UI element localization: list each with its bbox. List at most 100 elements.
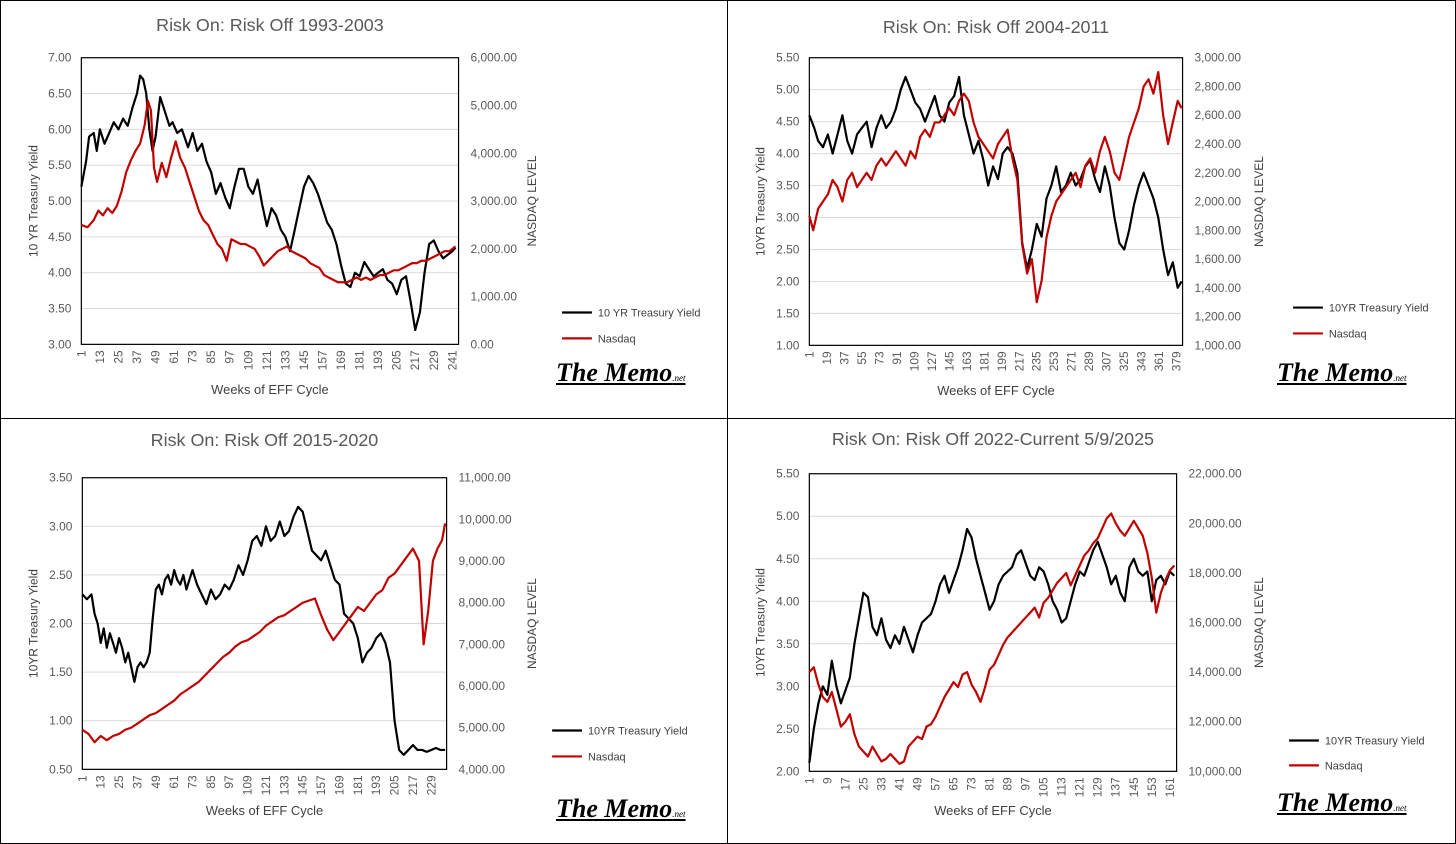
y-tick-label: 2.00: [776, 274, 800, 288]
y2-axis-label: NASDAQ LEVEL: [525, 155, 539, 246]
y2-tick-label: 1,000.00: [1195, 338, 1242, 352]
x-tick-label: 1: [74, 350, 88, 357]
x-tick-label: 97: [222, 775, 236, 789]
y-tick-label: 3.50: [776, 637, 800, 651]
x-tick-label: 25: [856, 777, 870, 791]
memo-logo: The Memo.net: [556, 358, 686, 388]
x-tick-label: 145: [1127, 777, 1141, 797]
x-tick-label: 229: [427, 350, 441, 370]
x-tick-label: 145: [297, 350, 311, 370]
x-tick-label: 85: [204, 350, 218, 364]
memo-logo: The Memo.net: [1277, 788, 1407, 818]
y-tick-label: 6.00: [48, 122, 72, 136]
x-tick-label: 129: [1091, 777, 1105, 797]
chart-panel-2022-current: Risk On: Risk Off 2022-Current 5/9/2025 2…: [727, 418, 1456, 844]
y2-tick-label: 2,400.00: [1195, 137, 1242, 151]
x-tick-label: 89: [1001, 777, 1015, 791]
x-tick-label: 1: [75, 775, 89, 782]
x-tick-label: 61: [167, 775, 181, 789]
memo-logo-suffix: .net: [1393, 373, 1407, 383]
y-tick-label: 4.00: [776, 594, 800, 608]
y2-tick-label: 16,000.00: [1189, 616, 1242, 630]
chart-title: Risk On: Risk Off 1993-2003: [156, 15, 384, 35]
chart-title: Risk On: Risk Off 2022-Current 5/9/2025: [832, 429, 1154, 449]
y2-tick-label: 1,800.00: [1195, 223, 1242, 237]
x-tick-label: 105: [1037, 777, 1051, 797]
legend-label: 10YR Treasury Yield: [1325, 735, 1425, 747]
x-tick-label: 161: [1163, 777, 1177, 797]
y-tick-label: 1.00: [49, 714, 73, 728]
x-tick-label: 49: [910, 777, 924, 791]
x-tick-label: 235: [1030, 351, 1044, 371]
chart-panel-2004-2011: Risk On: Risk Off 2004-2011 1.00 1.50 2.00 2…: [727, 0, 1456, 420]
y-tick-label: 5.50: [776, 51, 800, 65]
x-tick-label: 193: [371, 350, 385, 370]
y-axis-label: 10YR Treasury Yield: [27, 569, 41, 678]
y2-tick-label: 7,000.00: [459, 637, 506, 651]
y-tick-label: 3.00: [776, 211, 800, 225]
legend-label: Nasdaq: [588, 751, 626, 763]
y-tick-label: 5.50: [48, 158, 72, 172]
y-axis-label: 10 YR Treasury Yield: [27, 145, 41, 257]
y2-tick-label: 2,000.00: [1195, 195, 1242, 209]
x-tick-label: 85: [204, 775, 218, 789]
y-tick-label: 4.50: [776, 552, 800, 566]
x-tick-label: 217: [1012, 351, 1026, 371]
y-tick-label: 4.00: [776, 147, 800, 161]
x-tick-label: 113: [1055, 777, 1069, 796]
plot-area: [80, 57, 460, 345]
y-tick-label: 3.00: [776, 679, 800, 693]
x-tick-label: 343: [1135, 351, 1149, 371]
x-tick-label: 181: [351, 775, 365, 795]
y-tick-label: 2.50: [776, 722, 800, 736]
y2-tick-label: 1,600.00: [1195, 252, 1242, 266]
y2-tick-label: 12,000.00: [1189, 715, 1242, 729]
x-tick-label: 65: [947, 777, 961, 791]
x-tick-label: 37: [130, 775, 144, 789]
x-tick-label: 1: [802, 351, 816, 358]
treasury-yield-line: [808, 527, 1176, 764]
y-tick-label: 2.00: [776, 764, 800, 778]
y2-tick-label: 4,000.00: [459, 762, 506, 776]
nasdaq-line: [81, 523, 447, 744]
x-tick-label: 13: [94, 775, 108, 789]
y2-tick-label: 18,000.00: [1189, 566, 1242, 580]
x-tick-label: 109: [241, 350, 255, 370]
y-axis-label: 10YR Treasury Yield: [754, 147, 768, 256]
y-tick-label: 7.00: [48, 51, 72, 65]
nasdaq-line: [80, 99, 457, 284]
x-tick-label: 73: [872, 351, 886, 365]
x-tick-label: 133: [277, 775, 291, 795]
chart-panel-1993-2003: Risk On: Risk Off 1993-2003 3.00 3.50 4.00 4…: [0, 0, 729, 420]
x-tick-label: 205: [388, 775, 402, 795]
legend-label: Nasdaq: [1325, 760, 1363, 772]
legend-label: 10YR Treasury Yield: [588, 726, 688, 738]
x-tick-label: 73: [965, 777, 979, 791]
y2-tick-label: 2,000.00: [470, 242, 517, 256]
x-tick-label: 181: [353, 350, 367, 370]
memo-logo-text: The Memo: [1277, 788, 1394, 817]
x-tick-label: 1: [802, 777, 816, 784]
x-axis-label: Weeks of EFF Cycle: [206, 803, 324, 818]
x-tick-label: 307: [1100, 351, 1114, 371]
memo-logo-suffix: .net: [672, 809, 686, 819]
x-tick-label: 17: [838, 777, 852, 791]
y2-tick-label: 10,000.00: [1189, 764, 1242, 778]
y-tick-label: 1.50: [776, 306, 800, 320]
plot-area: [808, 473, 1178, 772]
y2-tick-label: 1,400.00: [1195, 281, 1242, 295]
y-tick-label: 2.50: [776, 242, 800, 256]
y-tick-label: 5.50: [776, 467, 800, 481]
y-tick-label: 2.00: [49, 617, 73, 631]
x-tick-label: 193: [369, 775, 383, 795]
plot-area: [81, 477, 448, 770]
chart-svg-2015-2020: Risk On: Risk Off 2015-2020 0.50 1.00 1.50 2…: [27, 430, 688, 818]
x-tick-label: 379: [1170, 351, 1184, 371]
y-tick-label: 4.50: [776, 115, 800, 129]
memo-logo-suffix: .net: [672, 373, 686, 383]
x-tick-label: 73: [186, 350, 200, 364]
x-tick-label: 121: [260, 350, 274, 370]
y2-tick-label: 5,000.00: [470, 98, 517, 112]
x-tick-label: 181: [977, 351, 991, 371]
y2-tick-label: 6,000.00: [459, 679, 506, 693]
